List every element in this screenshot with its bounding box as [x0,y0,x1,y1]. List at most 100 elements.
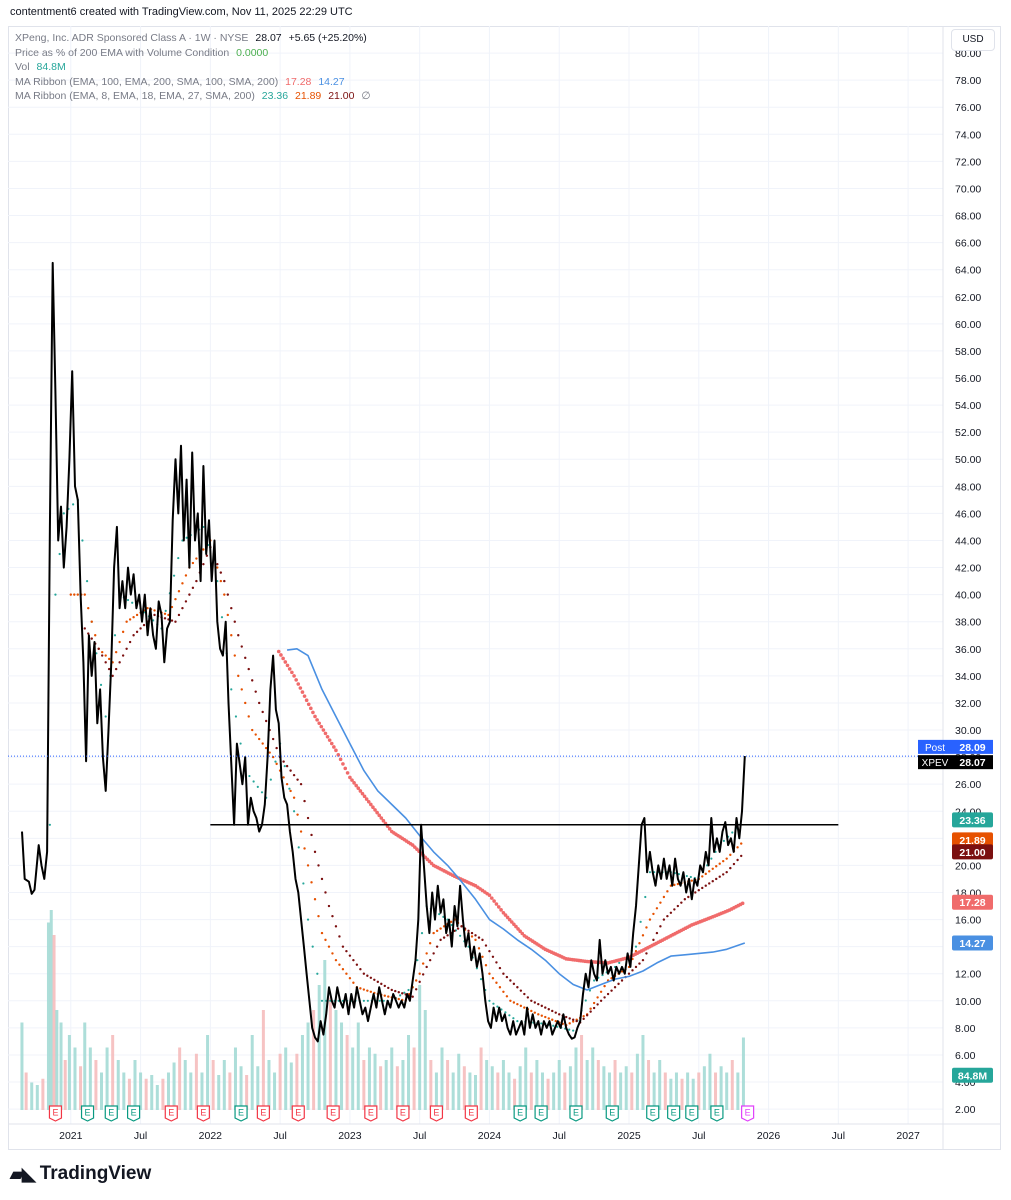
currency-button[interactable]: USD [951,29,995,51]
y-tick-label: 48.00 [955,481,981,493]
ema27-dot [317,864,320,867]
volume-bar [468,1072,472,1110]
ema27-dot [100,654,104,657]
price-badge-label: 23.36 [959,815,985,827]
volume-bar [546,1078,550,1110]
volume-bar [691,1078,695,1110]
ema27-dot [582,1017,585,1021]
ema100-dot [356,786,361,791]
earnings-marker [685,1105,699,1122]
ema27-dot [592,1006,596,1010]
earnings-letter: E [573,1108,579,1118]
volume-bar [585,1060,589,1110]
brand[interactable]: ▰◣ TradingView [10,1163,151,1185]
ema27-dot [740,854,743,858]
ema18-dot [334,958,338,962]
ema27-dot [369,976,373,979]
ema100-dot [512,922,516,927]
earnings-marker [534,1105,548,1122]
ema100-dot [343,766,348,771]
ema18-dot [135,613,139,617]
volume-bar [178,1047,182,1110]
ema27-dot [655,931,659,935]
ema100-dot [290,670,294,675]
volume-bar [73,1047,77,1110]
ema27-dot [453,929,456,933]
ema8-dot [283,765,286,768]
ema8-dot [62,512,65,515]
volume-bar [658,1060,662,1110]
ema27-dot [163,617,167,620]
y-tick-label: 54.00 [955,400,981,412]
ema100-dot [379,816,384,820]
ema18-dot [121,630,125,634]
ema18-dot [428,942,432,945]
volume-bar [59,1022,63,1110]
volume-bar [663,1072,667,1110]
ema100-dot [375,810,379,815]
volume-bar [133,1060,137,1110]
legend-symbol-row[interactable]: XPeng, Inc. ADR Sponsored Class A · 1W ·… [15,31,371,46]
ema27-dot [428,958,432,962]
earnings-marker [569,1105,583,1122]
ema18-dot [736,846,739,849]
ema27-dot [484,944,488,947]
legend-ribbon2-v4: ∅ [361,90,371,102]
ema27-dot [264,719,268,723]
ema100-dot [364,797,369,801]
ema100-dot [501,910,506,915]
ema27-dot [292,773,296,777]
volume-bar [222,1060,226,1110]
volume-bar [155,1085,159,1110]
volume-bar [166,1072,170,1110]
y-tick-label: 64.00 [955,265,981,277]
earnings-letter: E [168,1108,174,1118]
ema27-dot [348,954,352,957]
volume-bar [708,1053,712,1110]
ema27-dot [191,586,195,590]
x-tick-label: Jul [134,1130,147,1142]
ema8-dot [731,831,734,834]
ema8-dot [260,791,264,794]
x-tick-label: 2027 [896,1130,920,1142]
ema27-dot [282,760,285,763]
ema27-dot [694,891,697,894]
x-tick-label: 2025 [617,1130,641,1142]
ema27-dot [97,647,100,650]
legend-ribbon2-label: MA Ribbon (EMA, 8, EMA, 18, EMA, 27, SMA… [15,90,255,102]
ema8-dot [475,967,478,970]
y-tick-label: 40.00 [955,590,981,602]
ema100-dot [348,775,352,780]
ema8-dot [403,991,406,994]
ema18-dot [219,579,223,583]
ema27-dot [537,1002,540,1006]
ema100-dot [360,791,365,796]
ema27-dot [170,619,174,622]
legend-ribbon1-row[interactable]: MA Ribbon (EMA, 100, EMA, 200, SMA, 100,… [15,75,371,90]
ema27-dot [481,938,484,942]
volume-bar [116,1060,120,1110]
x-tick-label: Jul [692,1130,705,1142]
volume-bar [245,1075,249,1110]
volume-bar [345,1035,349,1110]
price-chart[interactable]: 2.004.006.008.0010.0012.0014.0016.0018.0… [8,26,1001,1150]
legend-indicator-row[interactable]: Price as % of 200 EMA with Volume Condit… [15,46,371,61]
ema27-dot [432,952,435,955]
volume-bar [328,997,332,1110]
ema27-dot [331,914,334,918]
ema100-dot [311,710,315,715]
ema27-dot [125,647,128,650]
ema18-dot [725,857,728,860]
ema18-dot [718,862,721,865]
earnings-letter: E [200,1108,206,1118]
ema100-dot [377,813,382,818]
ema100-dot [329,741,334,746]
ema18-dot [676,882,680,886]
ema18-dot [359,987,362,990]
ema18-dot [470,935,474,938]
legend-volume-row[interactable]: Vol 84.8M [15,60,371,75]
x-tick-label: 2022 [199,1130,223,1142]
legend-ribbon2-row[interactable]: MA Ribbon (EMA, 8, EMA, 18, EMA, 27, SMA… [15,89,371,104]
ema18-dot [673,883,676,887]
y-tick-label: 76.00 [955,102,981,114]
